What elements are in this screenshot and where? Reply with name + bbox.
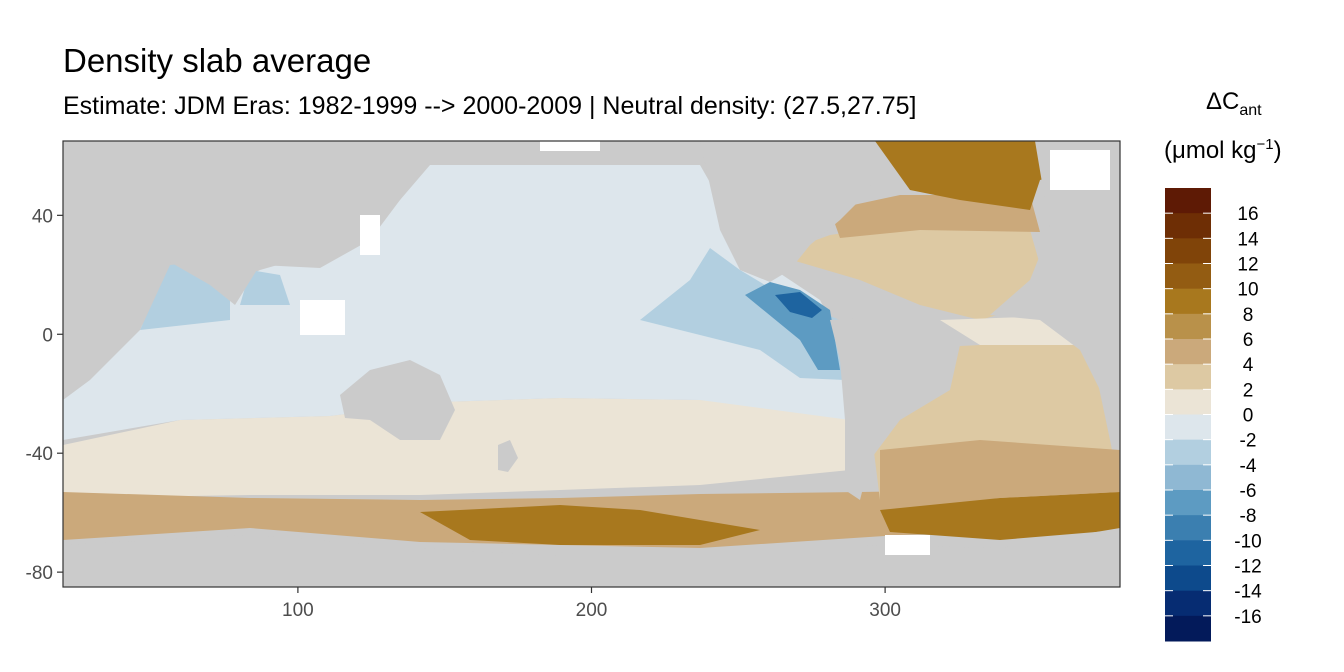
land-australia [340, 360, 455, 440]
no-data-patch [885, 535, 930, 555]
legend-label: -14 [1234, 582, 1262, 603]
legend-color-step [1165, 439, 1211, 466]
land-antarctica [63, 528, 1120, 587]
no-data-patches [300, 141, 1110, 555]
land-eurasia-africa [63, 141, 440, 400]
y-tick-label: -80 [26, 563, 53, 584]
legend-color-step [1165, 339, 1211, 365]
legend-color-step [1165, 490, 1211, 516]
region-southern-ocean-band [63, 398, 850, 498]
legend-color-step [1165, 389, 1211, 415]
legend-color-step [1165, 364, 1211, 390]
y-tick-label: 40 [32, 206, 53, 227]
y-tick-label: 0 [42, 325, 53, 346]
region-antarctic-margin-core [420, 505, 760, 545]
legend-label: 4 [1243, 355, 1254, 376]
chart-subtitle: Estimate: JDM Eras: 1982-1999 --> 2000-2… [63, 92, 917, 120]
legend-units: (μmol kg−1) [1164, 136, 1282, 165]
region-peru-upwelling-core [775, 292, 822, 318]
region-weddell-sea [880, 492, 1120, 540]
legend-color-step [1165, 263, 1211, 290]
land-north-america [700, 141, 875, 282]
legend-label: 14 [1237, 229, 1259, 250]
legend-color-step [1165, 540, 1211, 566]
legend-label: -2 [1240, 431, 1257, 452]
legend-units-suffix: ) [1273, 137, 1282, 164]
legend-color-step [1165, 238, 1211, 264]
region-eastern-tropical-pacific [640, 248, 845, 380]
legend-color-step [1165, 464, 1211, 491]
legend-color-step [1165, 188, 1211, 214]
legend-color-step [1165, 515, 1211, 541]
region-peru-upwelling [745, 282, 840, 370]
legend-label: -8 [1240, 506, 1257, 527]
legend-title: ΔCant [1206, 88, 1262, 120]
region-north-pacific [63, 165, 850, 440]
no-data-patch [1050, 150, 1110, 190]
legend: 16 14 12 10 8 6 4 2 0 -2 -4 -6 -8 -10 -12 -14 -16 [1165, 188, 1262, 642]
legend-label: -6 [1240, 481, 1257, 502]
legend-color-step [1165, 590, 1211, 617]
legend-label: 16 [1237, 204, 1258, 225]
land-mask [63, 141, 1120, 587]
region-subtropical-north-atlantic [775, 225, 1050, 320]
legend-color-step [1165, 213, 1211, 239]
no-data-patch [360, 215, 380, 255]
legend-color-step [1165, 565, 1211, 592]
region-bay-of-bengal [240, 270, 290, 305]
land-south-america [830, 315, 960, 500]
legend-color-step [1165, 313, 1211, 340]
legend-label: 8 [1243, 305, 1254, 326]
map-layer [63, 141, 1120, 587]
legend-label: 12 [1237, 255, 1258, 276]
y-tick-label: -40 [26, 444, 53, 465]
legend-units-prefix: (μmol kg [1164, 137, 1257, 164]
legend-title-subscript: ant [1239, 101, 1262, 119]
legend-label: 2 [1243, 380, 1254, 401]
legend-label: 10 [1237, 280, 1258, 301]
legend-label: -4 [1240, 456, 1257, 477]
legend-color-step [1165, 414, 1211, 441]
legend-label: -10 [1234, 531, 1261, 552]
chart-title: Density slab average [63, 42, 372, 79]
region-south-atlantic-deep [880, 440, 1120, 505]
no-data-patch [540, 141, 600, 151]
legend-color-step [1165, 288, 1211, 315]
legend-label: 6 [1243, 330, 1254, 351]
legend-label: -12 [1234, 557, 1261, 578]
legend-units-superscript: −1 [1256, 136, 1274, 153]
land-new-zealand [498, 440, 518, 472]
legend-title-main: ΔC [1206, 88, 1240, 115]
legend-label: -16 [1234, 607, 1261, 628]
region-mid-north-atlantic [830, 195, 1040, 238]
no-data-patch [300, 300, 345, 335]
x-tick-label: 200 [576, 600, 608, 621]
legend-label: 0 [1243, 406, 1254, 427]
land-africa-europe-east [990, 141, 1120, 430]
x-tick-label: 100 [282, 600, 314, 621]
x-tick-label: 300 [869, 600, 901, 621]
legend-color-step [1165, 615, 1211, 642]
